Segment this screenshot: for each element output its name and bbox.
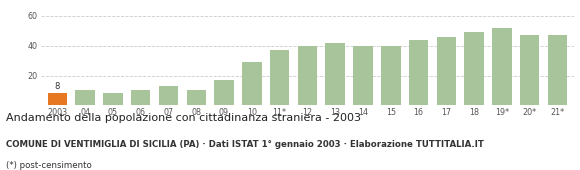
- Bar: [548, 35, 567, 105]
- Bar: [131, 90, 150, 105]
- Text: COMUNE DI VENTIMIGLIA DI SICILIA (PA) · Dati ISTAT 1° gennaio 2003 · Elaborazion: COMUNE DI VENTIMIGLIA DI SICILIA (PA) · …: [6, 140, 484, 149]
- Bar: [187, 90, 206, 105]
- Bar: [520, 35, 539, 105]
- Bar: [353, 46, 373, 105]
- Bar: [325, 43, 345, 105]
- Bar: [409, 40, 428, 105]
- Bar: [465, 32, 484, 105]
- Text: Andamento della popolazione con cittadinanza straniera - 2003: Andamento della popolazione con cittadin…: [6, 113, 361, 123]
- Bar: [270, 50, 289, 105]
- Text: (*) post-censimento: (*) post-censimento: [6, 162, 92, 170]
- Bar: [381, 46, 401, 105]
- Bar: [214, 80, 234, 105]
- Text: 8: 8: [55, 82, 60, 91]
- Bar: [103, 94, 122, 105]
- Bar: [48, 94, 67, 105]
- Bar: [75, 90, 95, 105]
- Bar: [298, 46, 317, 105]
- Bar: [437, 37, 456, 105]
- Bar: [242, 62, 262, 105]
- Bar: [159, 86, 178, 105]
- Bar: [492, 28, 512, 105]
